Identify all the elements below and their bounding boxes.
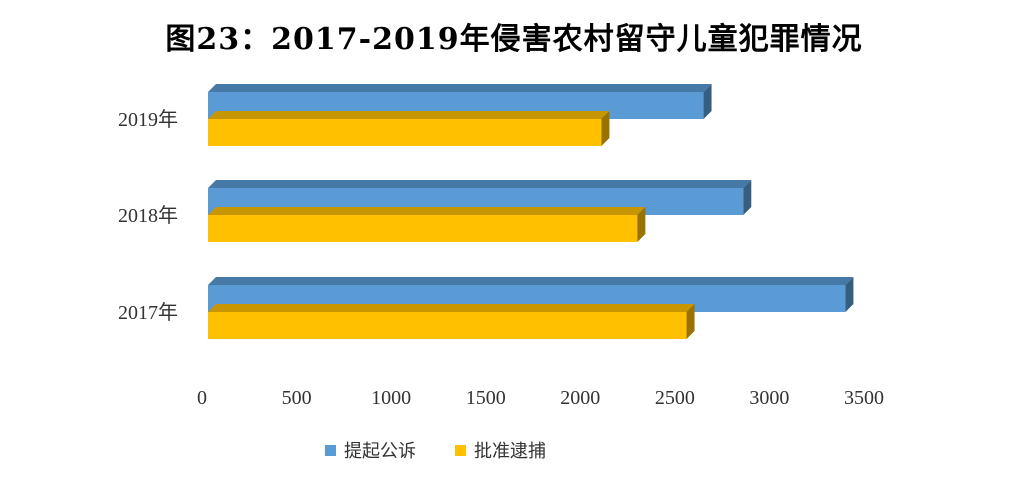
x-tick-label: 500 <box>282 387 312 409</box>
x-tick-label: 3000 <box>749 387 789 409</box>
legend-swatch <box>325 445 336 456</box>
x-tick-label: 0 <box>197 387 207 409</box>
legend-label: 提起公诉 <box>344 441 416 462</box>
legend-swatch <box>455 445 466 456</box>
category-label: 2017年 <box>118 301 178 324</box>
category-label: 2019年 <box>118 108 178 131</box>
category-label: 2018年 <box>118 204 178 227</box>
bar-end-face-arrest <box>686 304 695 339</box>
bar-top-face-arrest <box>208 304 695 312</box>
legend-label: 批准逮捕 <box>474 441 546 462</box>
bar-end-face-arrest <box>637 207 646 242</box>
x-tick-label: 2500 <box>655 387 695 409</box>
chart-title: 图23：2017-2019年侵害农村留守儿童犯罪情况 <box>165 22 863 57</box>
x-tick-label: 1000 <box>371 387 411 409</box>
bar-top-face-arrest <box>208 207 646 215</box>
bar-top-face-prosecution <box>208 277 854 285</box>
bar-top-face-prosecution <box>208 84 712 92</box>
x-tick-label: 1500 <box>466 387 506 409</box>
bar-end-face-prosecution <box>743 180 752 215</box>
bar-top-face-arrest <box>208 111 610 119</box>
bar-arrest-2017年 <box>208 312 687 339</box>
bar-end-face-arrest <box>601 111 610 146</box>
bar-top-face-prosecution <box>208 180 752 188</box>
x-tick-label: 2000 <box>560 387 600 409</box>
bar-arrest-2019年 <box>208 119 602 146</box>
x-tick-label: 3500 <box>844 387 884 409</box>
bar-arrest-2018年 <box>208 215 638 242</box>
bar-end-face-prosecution <box>703 84 712 119</box>
bar-end-face-prosecution <box>845 277 854 312</box>
